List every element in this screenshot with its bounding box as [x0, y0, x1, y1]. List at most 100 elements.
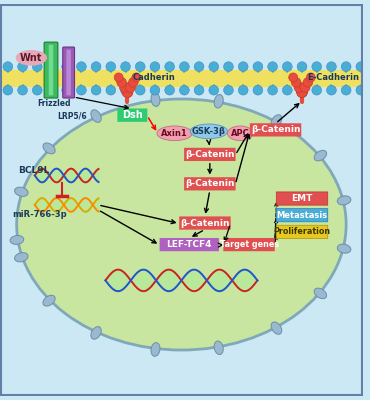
- Circle shape: [294, 82, 304, 92]
- Circle shape: [238, 85, 248, 95]
- Circle shape: [106, 62, 116, 72]
- Circle shape: [62, 85, 71, 95]
- Ellipse shape: [14, 253, 28, 262]
- Circle shape: [121, 62, 130, 72]
- Circle shape: [125, 82, 135, 92]
- Ellipse shape: [91, 110, 101, 122]
- Circle shape: [268, 62, 278, 72]
- Circle shape: [223, 85, 233, 95]
- Circle shape: [122, 87, 133, 98]
- Circle shape: [312, 85, 322, 95]
- Ellipse shape: [151, 93, 160, 106]
- Ellipse shape: [214, 94, 223, 108]
- Circle shape: [47, 62, 57, 72]
- Text: EMT: EMT: [291, 194, 313, 203]
- Ellipse shape: [43, 143, 55, 154]
- FancyBboxPatch shape: [250, 123, 301, 136]
- FancyBboxPatch shape: [276, 225, 328, 238]
- Circle shape: [47, 85, 57, 95]
- FancyBboxPatch shape: [63, 47, 74, 98]
- Circle shape: [128, 78, 138, 87]
- Ellipse shape: [157, 126, 192, 141]
- Text: β-Catenin: β-Catenin: [180, 218, 230, 228]
- Circle shape: [120, 82, 130, 92]
- Circle shape: [32, 85, 42, 95]
- Text: Target genes: Target genes: [219, 240, 279, 249]
- Circle shape: [77, 85, 86, 95]
- Text: Axin1: Axin1: [161, 129, 188, 138]
- Circle shape: [238, 62, 248, 72]
- Text: Metastasis: Metastasis: [276, 211, 327, 220]
- Ellipse shape: [43, 295, 55, 306]
- Circle shape: [306, 73, 315, 82]
- Text: β-Catenin: β-Catenin: [251, 125, 300, 134]
- Text: Cadherin: Cadherin: [132, 73, 175, 82]
- Circle shape: [62, 62, 71, 72]
- Circle shape: [122, 87, 133, 98]
- Ellipse shape: [337, 196, 351, 205]
- Circle shape: [135, 62, 145, 72]
- Circle shape: [117, 78, 127, 87]
- Circle shape: [150, 85, 160, 95]
- FancyBboxPatch shape: [49, 45, 53, 95]
- Bar: [0, 70, 363, 87]
- Circle shape: [297, 85, 307, 95]
- Circle shape: [91, 85, 101, 95]
- Ellipse shape: [314, 288, 327, 299]
- Ellipse shape: [91, 327, 101, 339]
- Ellipse shape: [10, 236, 24, 244]
- Circle shape: [132, 73, 141, 82]
- Circle shape: [209, 62, 219, 72]
- Circle shape: [77, 62, 86, 72]
- Circle shape: [179, 62, 189, 72]
- FancyBboxPatch shape: [276, 192, 328, 205]
- Circle shape: [297, 87, 307, 98]
- Circle shape: [32, 62, 42, 72]
- FancyBboxPatch shape: [276, 208, 328, 222]
- Circle shape: [106, 85, 116, 95]
- FancyBboxPatch shape: [66, 50, 71, 95]
- Ellipse shape: [271, 322, 282, 334]
- Ellipse shape: [271, 115, 282, 127]
- Ellipse shape: [314, 150, 327, 161]
- Text: β-Catenin: β-Catenin: [185, 150, 235, 159]
- FancyBboxPatch shape: [117, 108, 147, 122]
- Ellipse shape: [214, 341, 223, 354]
- Ellipse shape: [17, 99, 346, 350]
- Ellipse shape: [16, 50, 47, 66]
- Circle shape: [150, 62, 160, 72]
- Circle shape: [297, 87, 307, 98]
- Text: Dsh: Dsh: [122, 110, 143, 120]
- FancyBboxPatch shape: [44, 42, 58, 98]
- Circle shape: [18, 62, 27, 72]
- Circle shape: [356, 62, 366, 72]
- Circle shape: [268, 85, 278, 95]
- Text: GSK-3β: GSK-3β: [192, 127, 226, 136]
- Text: Frizzled: Frizzled: [37, 99, 71, 108]
- Circle shape: [253, 62, 263, 72]
- Circle shape: [223, 62, 233, 72]
- Circle shape: [300, 82, 310, 92]
- Text: APC: APC: [231, 129, 250, 138]
- Circle shape: [291, 78, 301, 87]
- Circle shape: [209, 85, 219, 95]
- Ellipse shape: [151, 343, 160, 356]
- Circle shape: [312, 62, 322, 72]
- FancyBboxPatch shape: [184, 148, 236, 161]
- Circle shape: [341, 62, 351, 72]
- Ellipse shape: [14, 187, 28, 196]
- Text: β-Catenin: β-Catenin: [185, 179, 235, 188]
- Circle shape: [18, 85, 27, 95]
- Circle shape: [341, 85, 351, 95]
- Circle shape: [282, 85, 292, 95]
- Circle shape: [121, 85, 130, 95]
- Circle shape: [135, 85, 145, 95]
- Circle shape: [114, 73, 123, 82]
- Text: E-Cadherin: E-Cadherin: [307, 73, 359, 82]
- Circle shape: [356, 85, 366, 95]
- Text: Wnt: Wnt: [20, 53, 43, 63]
- Circle shape: [165, 85, 175, 95]
- Ellipse shape: [228, 126, 253, 141]
- Text: Proliferation: Proliferation: [273, 227, 330, 236]
- FancyBboxPatch shape: [179, 216, 231, 230]
